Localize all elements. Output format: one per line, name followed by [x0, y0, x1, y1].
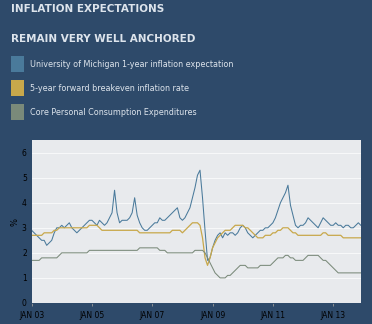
Text: INFLATION EXPECTATIONS: INFLATION EXPECTATIONS: [11, 4, 164, 14]
Bar: [11, 80, 24, 96]
Bar: [11, 104, 24, 121]
Text: 5-year forward breakeven inflation rate: 5-year forward breakeven inflation rate: [30, 84, 189, 93]
Bar: [11, 56, 24, 72]
Text: REMAIN VERY WELL ANCHORED: REMAIN VERY WELL ANCHORED: [11, 34, 196, 44]
Y-axis label: %: %: [10, 217, 19, 226]
Text: Core Personal Consumption Expenditures: Core Personal Consumption Expenditures: [30, 108, 196, 117]
Text: University of Michigan 1-year inflation expectation: University of Michigan 1-year inflation …: [30, 60, 233, 68]
